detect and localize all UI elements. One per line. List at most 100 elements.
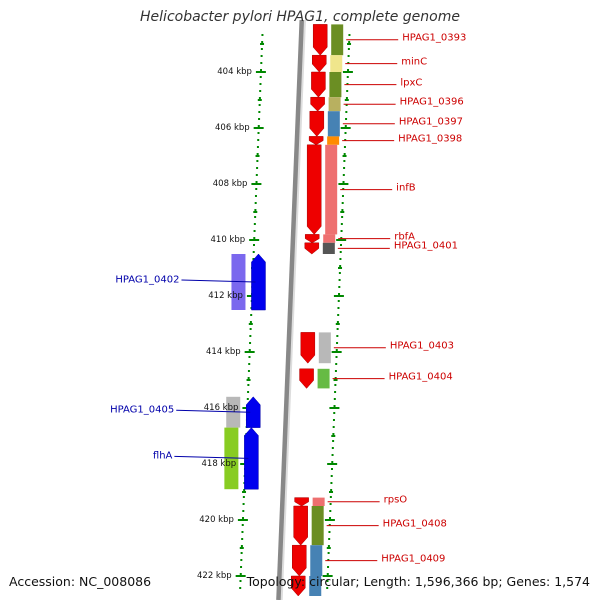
forward-gene-arrow [311,71,326,98]
scale-dot [255,174,258,176]
scale-dot [249,328,252,330]
scale-dot [260,69,263,71]
scale-tick-label: 418 kbp [201,459,237,469]
scale-dot [327,566,330,568]
scale-dot [341,209,344,211]
scale-dot [337,314,340,316]
scale-tick-label: 416 kbp [203,403,239,413]
scale-dot [246,398,249,400]
scale-dot [260,55,263,57]
scale-dot [348,34,351,36]
scale-dot [247,377,250,379]
gene-label-flhA: flhA [152,450,173,462]
forward-gene-arrow [304,234,320,244]
topology-text: Topology: circular; Length: 1,596,366 bp… [246,574,590,589]
gene-category-band [310,545,323,576]
scale-dot [341,202,344,204]
scale-dot [241,538,244,540]
scale-dot [332,440,335,442]
scale-dot [346,90,349,92]
gene-category-band [309,576,322,596]
scale-dot [338,286,341,288]
scale-dot [333,405,336,407]
scale-tick-label: 412 kbp [208,291,243,301]
scale-dot [249,321,252,323]
scale-dot [334,391,337,393]
scale-dot [332,426,335,428]
scale-tick-label: 408 kbp [212,179,248,189]
scale-dot [249,342,252,344]
scale-dot [255,188,258,190]
scale-tick-label: 420 kbp [199,515,234,525]
gene-category-band [331,24,344,56]
scale-dot [328,531,331,533]
scale-dot [259,83,262,85]
genome-axis [276,19,306,600]
scale-dot [239,580,242,582]
gene-category-band [327,136,340,145]
scale-dot [330,489,333,491]
scale-dot [253,223,256,225]
scale-dot [336,342,339,344]
forward-gene-arrow [309,110,325,137]
scale-dot [257,132,260,134]
scale-dot [242,503,245,505]
gene-category-band [322,242,335,254]
gene-label-infB: infB [396,182,416,194]
scale-dot [243,489,246,491]
gene-HPAG1_0401 [304,242,335,255]
gene-HPAG1_0408 [293,505,324,546]
scale-dot [252,251,255,253]
scale-dot [254,209,257,211]
scale-dot [332,433,335,435]
scale-dot [252,244,255,246]
gene-label-HPAG1_0409: HPAG1_0409 [381,553,446,565]
scale-dot [241,524,244,526]
scale-dot [258,104,261,106]
scale-dot [259,90,262,92]
scale-tick-label: 406 kbp [215,123,250,133]
scale-dot [247,391,250,393]
scale-dot [257,125,260,127]
scale-dot [239,587,242,589]
forward-gene-arrow [308,136,324,146]
scale-tick-label: 404 kbp [217,67,252,77]
gene-category-band [323,234,336,243]
forward-gene-arrow [312,24,328,56]
forward-gene-arrow [290,575,306,597]
gene-label-HPAG1_0404: HPAG1_0404 [388,371,453,383]
scale-dot [337,307,340,309]
scale-dot [334,377,337,379]
scale-dot [253,237,256,239]
gene-label-lpxC: lpxC [400,77,423,89]
scale-dot [344,132,347,134]
scale-dot [340,230,343,232]
scale-dot [338,293,341,295]
scale-dot [334,370,337,372]
gene-category-band [318,332,331,364]
scale-dot [327,545,330,547]
scale-dot [343,160,346,162]
gene-label-minC: minC [401,56,428,68]
forward-gene-arrow [292,544,307,577]
forward-gene-arrow [294,497,309,507]
scale-dot [332,419,335,421]
scale-dot [336,335,339,337]
genome-line [276,19,305,600]
gene-label-rpsO: rpsO [383,494,408,506]
scale-dot [260,48,263,50]
scale-dot [240,559,243,561]
scale-dot [339,251,342,253]
scale-dot [343,153,346,155]
scale-dot [329,510,332,512]
scale-dot [328,524,331,526]
gene-label-rbfA: rbfA [394,231,416,243]
label-leader [176,409,251,413]
scale-dot [247,370,250,372]
scale-dot [345,97,348,99]
scale-dot [338,272,341,274]
scale-dot [326,580,329,582]
scale-dot [329,517,332,519]
gene-label-HPAG1_0397: HPAG1_0397 [398,116,463,128]
